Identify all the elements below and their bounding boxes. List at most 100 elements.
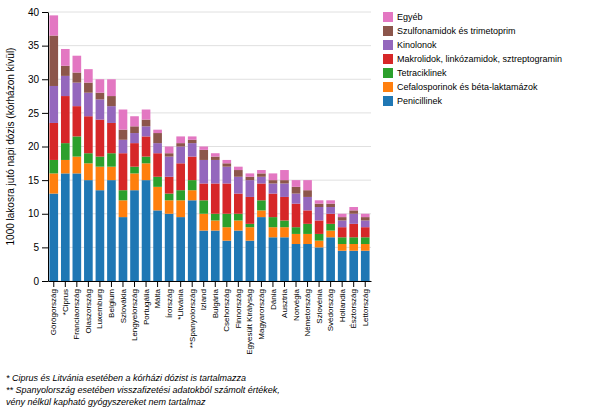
bar-segment [165,157,174,177]
bar-segment [176,217,185,281]
bar-segment [84,116,93,153]
y-tick-mark [42,12,48,13]
bar-segment [257,173,266,176]
bar-segment [349,210,358,213]
bar-segment [107,79,116,96]
bar-segment [84,163,93,180]
bar-segment [142,110,151,120]
bar-segment [96,99,105,119]
x-tick: Írország [165,281,174,318]
y-axis: 0510152025303540 [28,7,49,287]
x-tick-mark [99,281,100,287]
bar-segment [349,207,358,210]
bar-segment [338,244,347,251]
bar-segment [119,130,128,140]
x-tick-mark [284,281,285,287]
bar-segment [222,183,231,213]
bar-segment [96,120,105,157]
x-tick-mark [157,281,158,287]
bar-segment [142,157,151,164]
x-tick-label: *Litvánia [176,288,185,319]
bar-segment [130,116,139,126]
bar-segment [73,73,82,83]
bar-segment [303,210,312,223]
x-tick: Bulgária [211,281,220,318]
legend: EgyébSzulfonamidok és trimetoprimKinolon… [383,12,562,106]
legend-label: Makrolidok, linkózamidok, sztreptogramin [397,54,562,64]
bar-segment [153,143,162,153]
bar-segment [96,190,105,281]
bar-segment [84,180,93,281]
x-tick-mark [76,281,77,287]
bar-segment [361,220,370,227]
x-tick-mark [53,281,54,287]
bar-segment [188,190,197,200]
bar-segment [96,93,105,100]
bar-segment [107,167,116,180]
bar-segment [188,180,197,190]
y-tick-label: 40 [28,7,40,18]
bar-segment [130,143,139,167]
y-tick: 30 [28,74,48,85]
bar-segment [49,36,58,86]
x-tick: Hollandia [338,281,347,322]
footnotes: * Ciprus és Litvánia esetében a kórházi … [6,373,280,407]
bar-segment [84,153,93,163]
legend-swatch [383,96,393,106]
legend-item: Szulfonamidok és trimetoprim [383,26,516,36]
x-tick: Norvégia [292,281,301,321]
bar-segment [199,150,208,160]
x-tick-label: Lengyelország [130,289,139,341]
y-tick-label: 35 [28,40,40,51]
bar-segment [61,96,70,143]
x-tick: Portugália [142,281,151,325]
legend-item: Kinolonok [383,40,437,50]
bar-segment [188,136,197,139]
x-tick-mark [146,281,147,287]
bar-segment [257,210,266,217]
x-tick-mark [180,281,181,287]
x-tick-label: Szlovákia [119,288,128,323]
x-tick-mark [169,281,170,287]
bar-segment [234,214,243,221]
x-tick-label: Lettország [361,289,370,326]
bar-segment [292,194,301,204]
y-tick: 25 [28,108,48,119]
bar-segment [338,220,347,227]
bar-segment [61,66,70,76]
y-tick-mark [42,281,48,282]
x-tick: Szlovénia [315,281,324,324]
x-tick: Svédország [326,281,335,331]
x-tick-label: Bulgária [211,288,220,318]
legend-swatch [383,82,393,92]
x-tick-mark [134,281,135,287]
x-tick-label: Norvégia [292,288,301,321]
x-tick-mark [353,281,354,287]
legend-swatch [383,12,393,22]
bar-segment [280,220,289,227]
bar-segment [234,167,243,170]
x-tick: Németország [303,281,312,337]
x-tick: Málta [153,281,162,309]
bar-segment [292,244,301,281]
bar-segment [222,163,231,166]
x-tick-label: Egyesült Királyság [245,289,254,355]
x-tick-mark [203,281,204,287]
bar-segment [130,133,139,143]
bar-segment [280,197,289,221]
bar-segment [361,237,370,244]
x-tick: Belgium [107,281,116,318]
bar-segment [338,237,347,244]
bar-segment [326,224,335,231]
bar-segment [222,214,231,227]
bar-segment [269,227,278,237]
bar-segment [246,227,255,240]
grid [48,12,371,281]
bar-segment [246,197,255,224]
bar-segment [165,147,174,154]
bar-segment [269,180,278,183]
bar-segment [199,160,208,184]
x-tick-mark [249,281,250,287]
x-axis-line [49,281,372,282]
bar-segment [246,180,255,197]
